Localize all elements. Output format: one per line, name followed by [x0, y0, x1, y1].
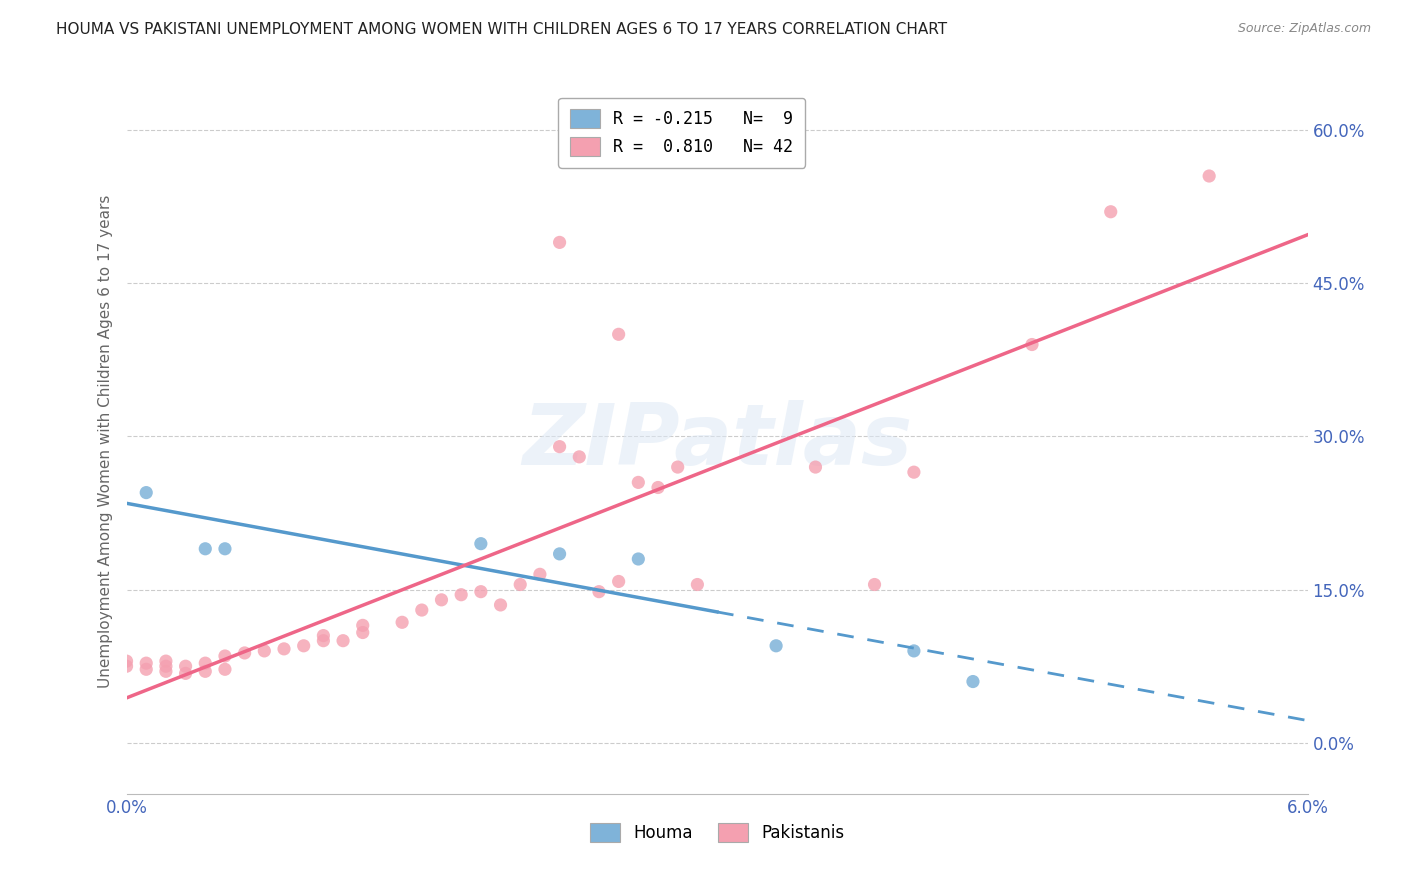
Point: [292, 639, 315, 653]
Point: [686, 577, 709, 591]
Point: [194, 656, 217, 670]
Point: [155, 659, 177, 673]
Point: [115, 654, 138, 668]
Point: [470, 536, 492, 550]
Point: [903, 465, 925, 479]
Point: [155, 654, 177, 668]
Point: [1099, 204, 1122, 219]
Y-axis label: Unemployment Among Women with Children Ages 6 to 17 years: Unemployment Among Women with Children A…: [97, 194, 112, 689]
Point: [194, 665, 217, 679]
Point: [233, 646, 256, 660]
Point: [548, 547, 571, 561]
Point: [548, 235, 571, 250]
Text: ZIPatlas: ZIPatlas: [522, 400, 912, 483]
Point: [548, 440, 571, 454]
Point: [607, 574, 630, 589]
Point: [627, 552, 650, 566]
Point: [804, 460, 827, 475]
Point: [135, 662, 157, 676]
Point: [174, 659, 197, 673]
Point: [430, 592, 453, 607]
Text: Source: ZipAtlas.com: Source: ZipAtlas.com: [1237, 22, 1371, 36]
Point: [765, 639, 787, 653]
Point: [214, 648, 236, 663]
Point: [647, 481, 669, 495]
Point: [863, 577, 886, 591]
Point: [352, 618, 374, 632]
Text: HOUMA VS PAKISTANI UNEMPLOYMENT AMONG WOMEN WITH CHILDREN AGES 6 TO 17 YEARS COR: HOUMA VS PAKISTANI UNEMPLOYMENT AMONG WO…: [56, 22, 948, 37]
Point: [312, 629, 335, 643]
Point: [194, 541, 217, 556]
Point: [666, 460, 689, 475]
Point: [962, 674, 984, 689]
Point: [627, 475, 650, 490]
Point: [155, 665, 177, 679]
Point: [509, 577, 531, 591]
Point: [312, 633, 335, 648]
Point: [391, 615, 413, 630]
Point: [470, 584, 492, 599]
Point: [115, 659, 138, 673]
Point: [273, 641, 295, 656]
Point: [411, 603, 433, 617]
Point: [607, 327, 630, 342]
Point: [174, 666, 197, 681]
Point: [529, 567, 551, 582]
Point: [450, 588, 472, 602]
Point: [135, 656, 157, 670]
Point: [568, 450, 591, 464]
Point: [1021, 337, 1043, 351]
Legend: Houma, Pakistanis: Houma, Pakistanis: [583, 816, 851, 849]
Point: [214, 541, 236, 556]
Point: [135, 485, 157, 500]
Point: [332, 633, 354, 648]
Point: [352, 625, 374, 640]
Point: [214, 662, 236, 676]
Point: [253, 644, 276, 658]
Point: [588, 584, 610, 599]
Point: [1198, 169, 1220, 183]
Point: [489, 598, 512, 612]
Point: [903, 644, 925, 658]
